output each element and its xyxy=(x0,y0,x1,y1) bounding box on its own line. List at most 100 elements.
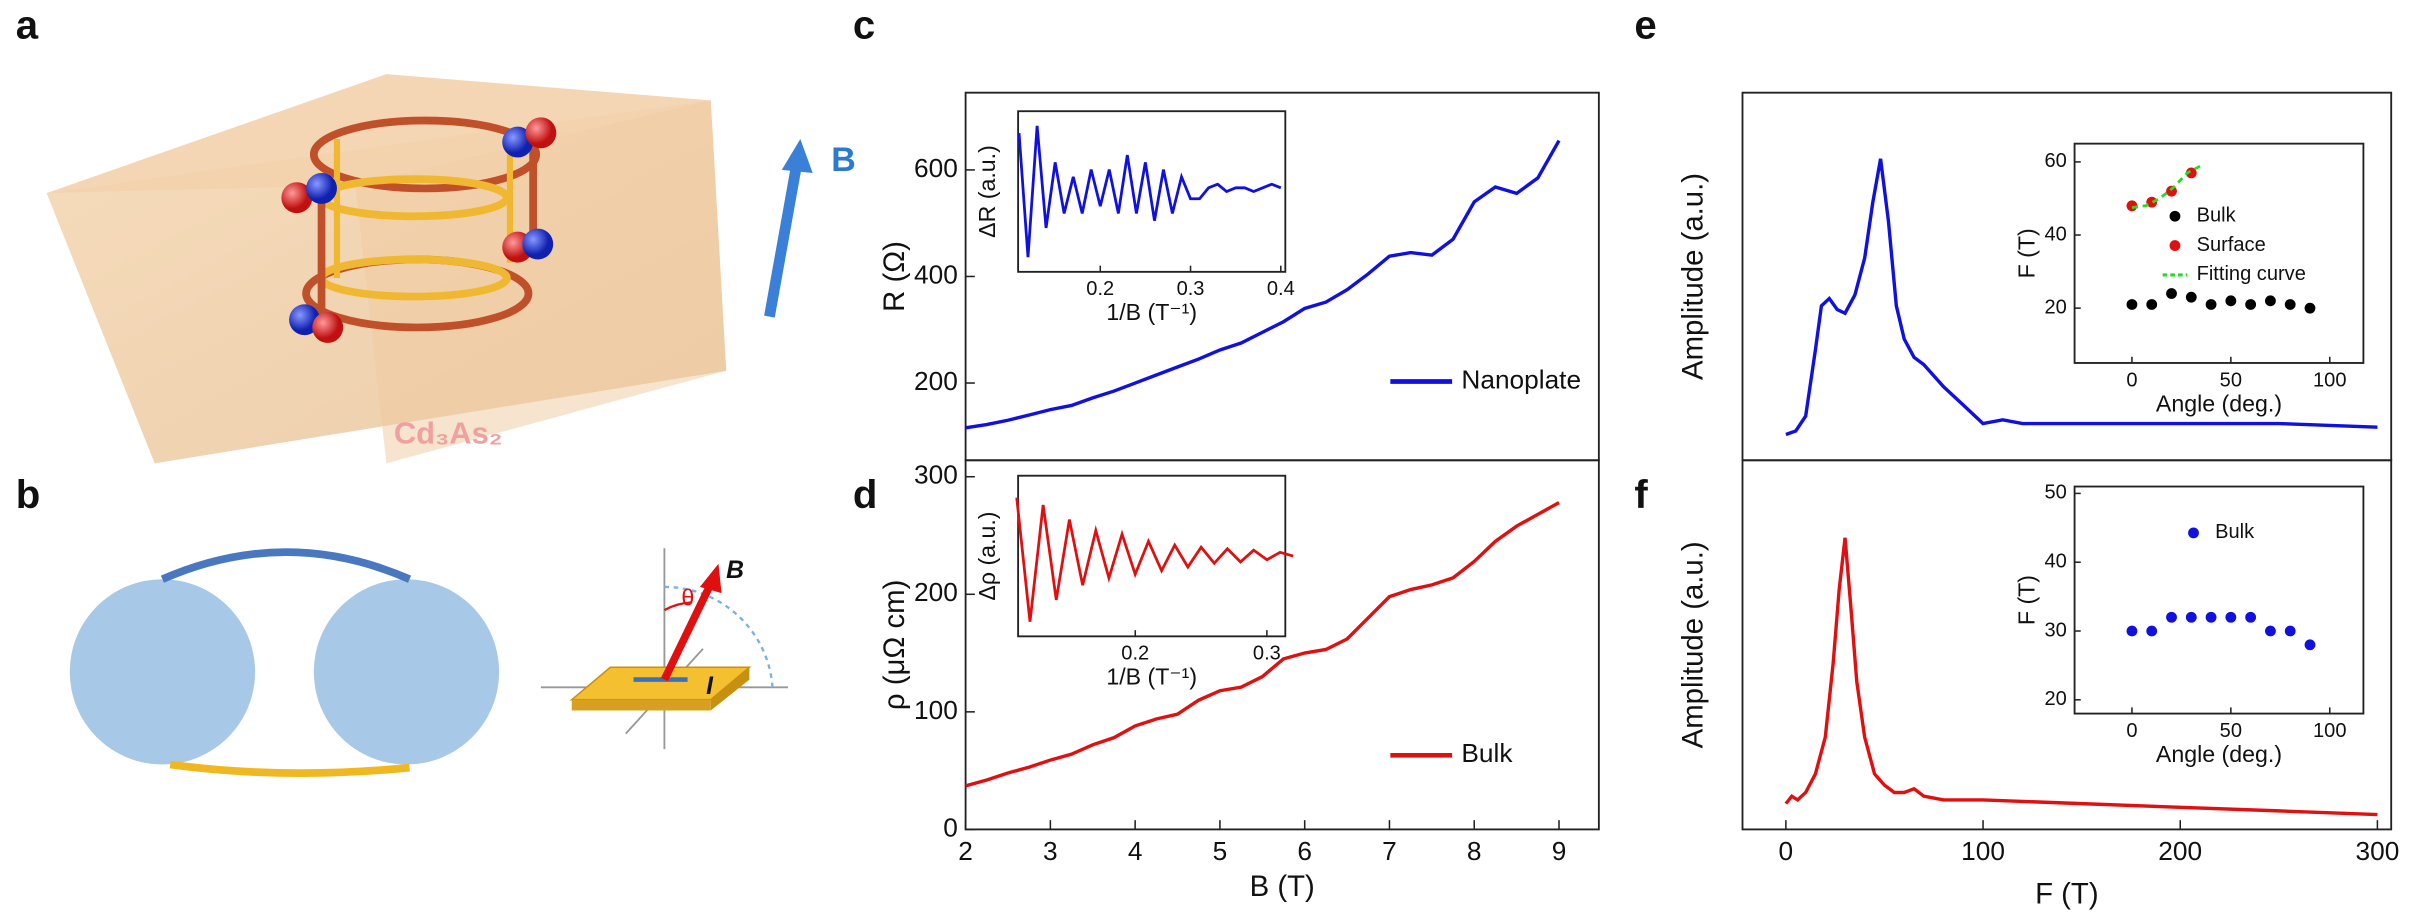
y-axis-label: Amplitude (a.u.) xyxy=(1676,541,1709,748)
y-tick-label: 200 xyxy=(914,366,958,396)
x-tick-label: 0.4 xyxy=(1267,278,1295,300)
y-axis-label: ρ (μΩ cm) xyxy=(878,580,911,710)
data-point xyxy=(2146,299,2158,310)
x-tick-label: 8 xyxy=(1467,836,1482,866)
field-label: B xyxy=(726,557,744,584)
y-tick-label: 20 xyxy=(2045,688,2067,710)
y-tick-label: 300 xyxy=(914,460,958,490)
data-line xyxy=(1784,537,2378,817)
y-tick-label: 60 xyxy=(2045,150,2067,172)
data-point xyxy=(2284,625,2296,637)
legend-label: Fitting curve xyxy=(2197,263,2306,285)
x-tick-label: 0.3 xyxy=(1253,643,1281,665)
x-tick-label: 100 xyxy=(1961,836,2005,866)
data-point xyxy=(2166,611,2177,623)
data-point xyxy=(2146,196,2158,208)
data-point xyxy=(2205,611,2217,623)
legend-label: Bulk xyxy=(2197,205,2237,227)
diagram-a xyxy=(46,74,813,464)
plot-frame xyxy=(964,91,1600,462)
x-tick-label: 5 xyxy=(1213,836,1228,866)
x-tick-label: 100 xyxy=(2313,720,2346,742)
plot-frame xyxy=(1741,459,2393,831)
x-tick-label: 300 xyxy=(2355,836,2399,866)
x-axis-label: 1/B (T⁻¹) xyxy=(1106,664,1197,690)
data-point xyxy=(2166,288,2177,299)
legend-label: Nanoplate xyxy=(1461,364,1581,394)
field-label: B xyxy=(831,141,856,179)
y-axis-label: Amplitude (a.u.) xyxy=(1676,173,1709,380)
data-line xyxy=(2131,164,2202,209)
x-tick-label: 4 xyxy=(1128,836,1143,866)
x-tick-label: 7 xyxy=(1382,836,1397,866)
y-tick-label: 40 xyxy=(2045,223,2067,245)
y-tick-label: 20 xyxy=(2045,296,2067,318)
angle-label: θ xyxy=(681,584,694,610)
data-line xyxy=(1015,497,1294,622)
plot-frame xyxy=(1017,110,1287,273)
y-tick-label: 0 xyxy=(943,812,958,842)
plot-frame xyxy=(2073,142,2365,364)
y-tick-label: 50 xyxy=(2045,482,2067,504)
legend-label: Bulk xyxy=(1461,738,1513,768)
data-point xyxy=(2304,639,2316,651)
data-point xyxy=(2185,291,2197,303)
panel-label: e xyxy=(1634,2,1656,47)
plot-frame xyxy=(2073,485,2365,715)
x-tick-label: 0 xyxy=(2126,369,2137,391)
x-tick-label: 0.2 xyxy=(1086,278,1114,300)
legend-label: Surface xyxy=(2197,234,2266,256)
panel-label: b xyxy=(16,472,41,517)
panel-label: d xyxy=(853,472,878,517)
plot-frame xyxy=(1017,474,1287,638)
panel-label: a xyxy=(16,2,39,47)
data-line xyxy=(965,139,1561,430)
x-tick-label: 6 xyxy=(1297,836,1312,866)
panel-label: f xyxy=(1634,472,1648,517)
x-axis-label: B (T) xyxy=(1250,870,1315,903)
x-tick-label: 50 xyxy=(2220,720,2242,742)
data-point xyxy=(2284,299,2296,310)
y-axis-label: ΔR (a.u.) xyxy=(974,145,1000,238)
y-tick-label: 30 xyxy=(2045,619,2067,641)
y-axis-label: F (T) xyxy=(2013,228,2039,278)
plot-frame xyxy=(964,459,1600,831)
diagram-b xyxy=(69,548,788,777)
y-tick-label: 600 xyxy=(914,153,958,183)
y-tick-label: 400 xyxy=(914,259,958,289)
data-point xyxy=(2126,299,2138,310)
current-label: I xyxy=(706,673,714,700)
data-point xyxy=(2126,625,2138,637)
y-axis-label: R (Ω) xyxy=(878,241,911,312)
x-tick-label: 0 xyxy=(2126,720,2137,742)
x-tick-label: 0.3 xyxy=(1177,278,1205,300)
data-line xyxy=(1785,158,2378,437)
y-tick-label: 100 xyxy=(914,695,958,725)
y-tick-label: 200 xyxy=(914,577,958,607)
data-point xyxy=(2265,295,2276,307)
data-point xyxy=(2304,302,2316,314)
x-tick-label: 50 xyxy=(2220,369,2242,391)
x-tick-label: 0 xyxy=(1779,836,1794,866)
material-label: Cd₃As₂ xyxy=(394,416,503,451)
data-line xyxy=(1017,125,1282,258)
x-axis-label: F (T) xyxy=(2035,878,2099,911)
legend-swatch xyxy=(2169,240,2181,251)
data-point xyxy=(2185,611,2197,623)
x-axis-label: 1/B (T⁻¹) xyxy=(1106,299,1197,325)
data-point xyxy=(2146,625,2158,637)
panel-label: c xyxy=(853,2,875,47)
legend-swatch xyxy=(2188,527,2199,539)
y-axis-label: Δρ (a.u.) xyxy=(974,511,1000,600)
data-point xyxy=(2225,611,2237,623)
x-axis-label: Angle (deg.) xyxy=(2156,741,2282,767)
data-point xyxy=(2225,295,2237,307)
x-tick-label: 0.2 xyxy=(1121,643,1149,665)
x-tick-label: 3 xyxy=(1043,836,1058,866)
data-point xyxy=(2245,611,2257,623)
x-tick-label: 100 xyxy=(2313,369,2346,391)
x-tick-label: 2 xyxy=(958,836,973,866)
data-point xyxy=(2185,167,2197,179)
x-tick-label: 200 xyxy=(2158,836,2202,866)
